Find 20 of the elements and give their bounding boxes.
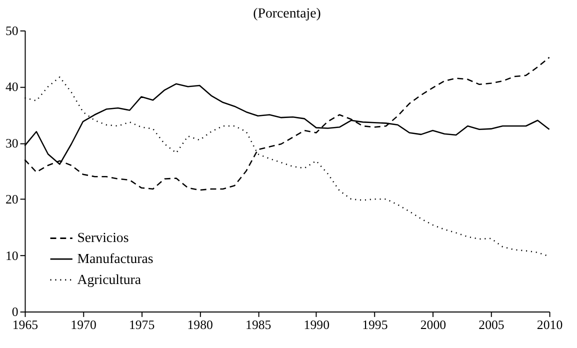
x-tick-label: 1995 bbox=[362, 318, 388, 332]
y-tick-label: 50 bbox=[5, 24, 18, 38]
x-tick-label: 1975 bbox=[128, 318, 155, 332]
x-tick-label: 1980 bbox=[187, 318, 213, 332]
x-tick-label: 2000 bbox=[420, 318, 446, 332]
y-tick-label: 20 bbox=[5, 192, 18, 207]
legend-label: Manufacturas bbox=[77, 251, 154, 266]
x-tick-label: 1970 bbox=[70, 318, 96, 332]
legend-label: Servicios bbox=[77, 230, 129, 246]
y-tick-label: 40 bbox=[5, 80, 18, 94]
x-tick-label: 1985 bbox=[246, 318, 272, 332]
x-tick-label: 2010 bbox=[536, 318, 563, 332]
y-tick-label: 10 bbox=[5, 248, 18, 263]
x-tick-label: 2005 bbox=[478, 318, 504, 332]
y-tick-label: 0 bbox=[12, 304, 18, 319]
y-tick-label: 30 bbox=[5, 136, 18, 150]
x-tick-label: 1990 bbox=[304, 318, 330, 332]
x-tick-label: 1965 bbox=[12, 318, 38, 332]
legend-label: Agricultura bbox=[77, 272, 142, 287]
chart-title: (Porcentaje) bbox=[253, 6, 321, 21]
